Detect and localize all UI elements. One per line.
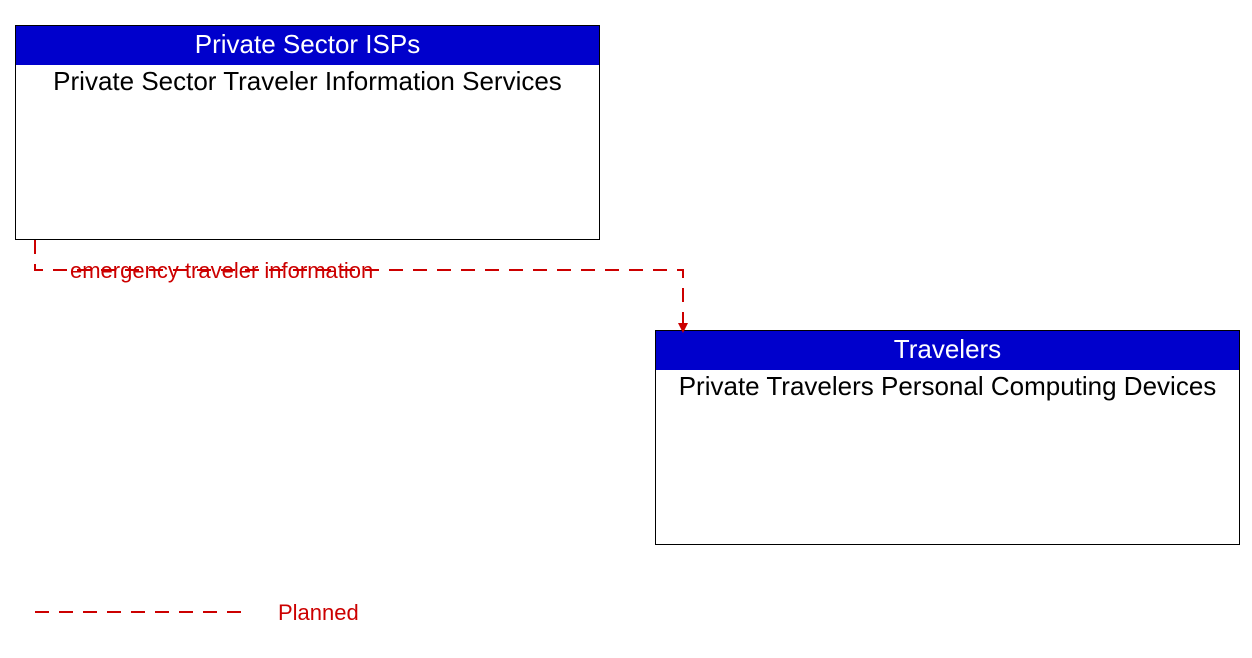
architecture-diagram: Private Sector ISPs Private Sector Trave… <box>0 0 1252 658</box>
node-private-sector-isps: Private Sector ISPs Private Sector Trave… <box>15 25 600 240</box>
legend-label-planned: Planned <box>278 600 359 626</box>
node-travelers: Travelers Private Travelers Personal Com… <box>655 330 1240 545</box>
edge-line <box>35 240 683 328</box>
node-body-private-sector-isps: Private Sector Traveler Information Serv… <box>16 65 599 239</box>
node-header-private-sector-isps: Private Sector ISPs <box>16 26 599 65</box>
node-body-travelers: Private Travelers Personal Computing Dev… <box>656 370 1239 544</box>
node-header-travelers: Travelers <box>656 331 1239 370</box>
edge-label-emergency-traveler-information: emergency traveler information <box>70 258 373 284</box>
